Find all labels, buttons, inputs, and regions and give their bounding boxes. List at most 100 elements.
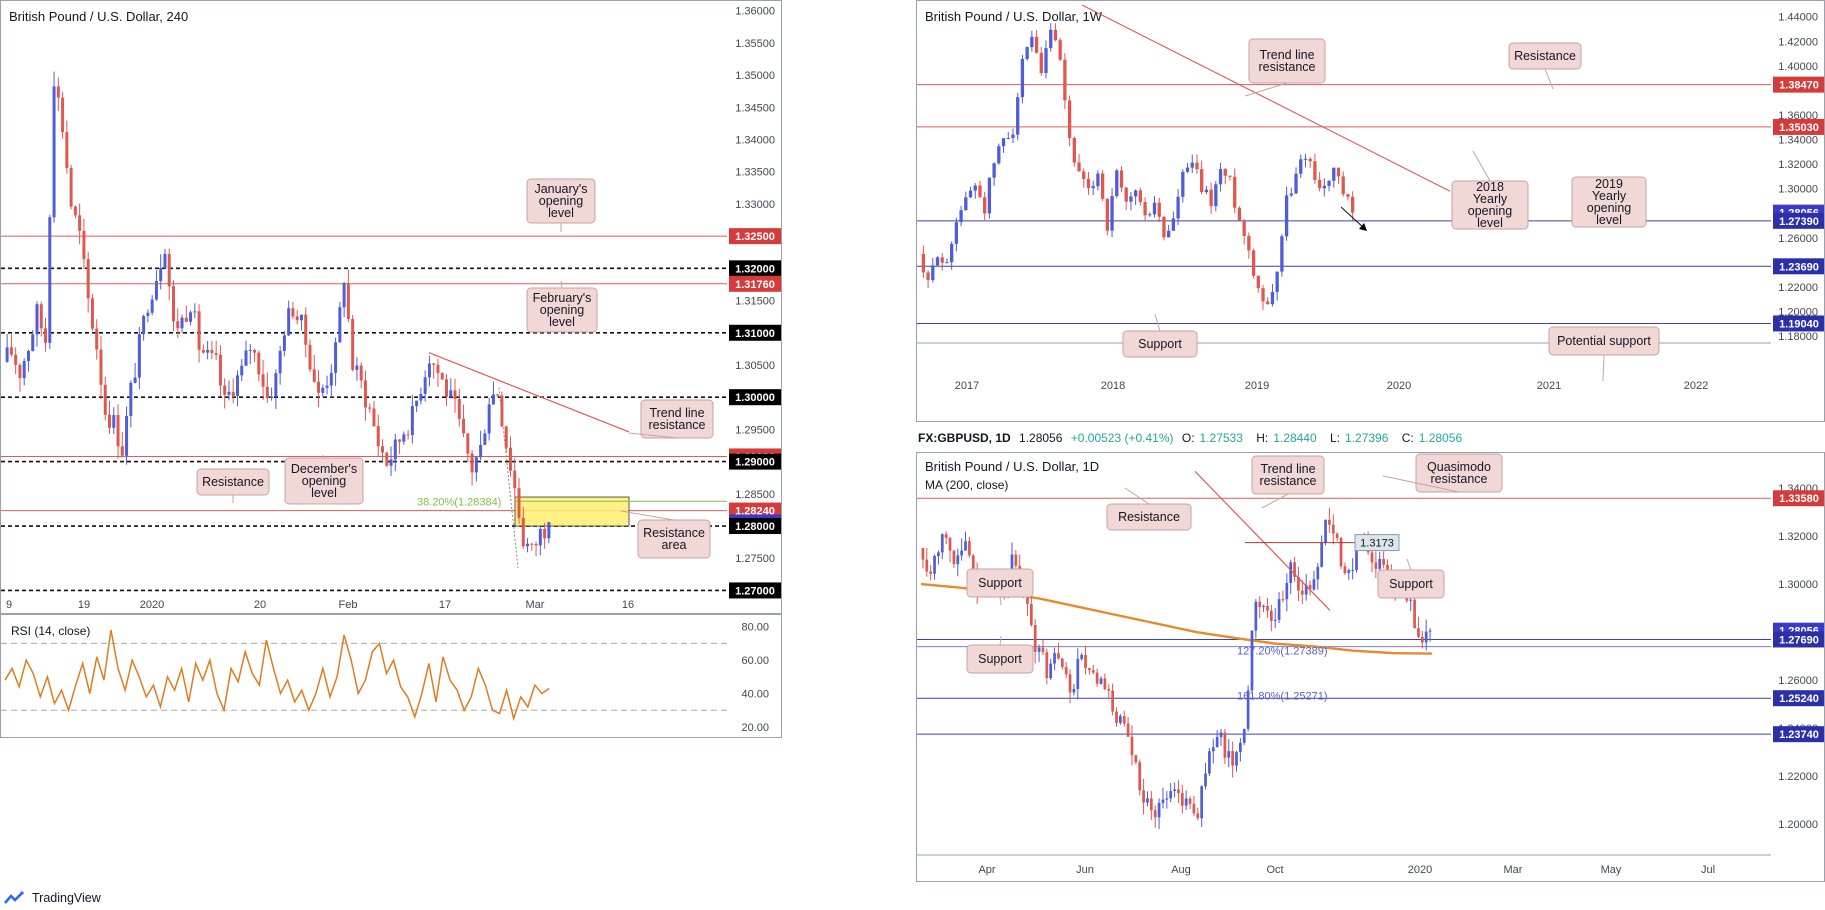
annotation-pointer: [1544, 68, 1554, 90]
candle-body: [1072, 688, 1076, 693]
candle-body: [308, 344, 312, 370]
candle-body: [321, 387, 325, 393]
rsi-panel[interactable]: RSI (14, close) 80.00 60.00 40.00 20.00: [0, 614, 782, 738]
candle-body: [359, 365, 363, 381]
candle-body: [22, 361, 26, 379]
candle-body: [964, 541, 967, 551]
candle-body: [270, 396, 274, 399]
candle-body: [508, 447, 512, 471]
candle-body: [82, 230, 86, 260]
candle-body: [1181, 171, 1185, 197]
candle-body: [543, 528, 547, 539]
y-tick-label: 1.32000: [1778, 159, 1818, 171]
price-label-bg: [1773, 726, 1824, 743]
candle-body: [1332, 167, 1336, 181]
candle-body: [1208, 751, 1211, 774]
fib-label: 161.80%(1.25271): [1237, 690, 1328, 702]
candle-body: [1153, 810, 1157, 818]
candle-body: [1317, 180, 1322, 189]
candle-body: [929, 571, 933, 574]
candle-body: [1185, 167, 1190, 172]
x-tick-label: 9: [6, 599, 12, 611]
candle-body: [926, 272, 930, 281]
candle-body: [1254, 601, 1258, 631]
candle-body: [457, 398, 461, 419]
annotation-text: Yearly: [1473, 192, 1508, 206]
candle-body: [1033, 625, 1037, 652]
candle-body: [1084, 654, 1087, 669]
candle-body: [193, 311, 197, 313]
candle-body: [163, 253, 167, 269]
annotation-text: Potential support: [1557, 334, 1651, 348]
candle-body: [1177, 789, 1180, 793]
candle-body: [1099, 678, 1103, 684]
candle-body: [1149, 798, 1153, 811]
candle-body: [65, 132, 69, 168]
candle-body: [108, 414, 112, 428]
rsi-y-tick: 20.00: [741, 722, 769, 734]
candle-body: [189, 312, 193, 322]
candle-body: [257, 352, 261, 375]
annotation-text: level: [548, 206, 574, 220]
candle-body: [363, 380, 367, 408]
candle-body: [304, 314, 308, 345]
candle-body: [346, 283, 350, 319]
candle-body: [954, 222, 959, 244]
annotation-text: opening: [539, 194, 584, 208]
candle-body: [1281, 599, 1285, 601]
x-tick-label: Feb: [339, 599, 358, 611]
x-tick-label: Aug: [1171, 864, 1191, 876]
candle-body: [1082, 171, 1086, 179]
candle-body: [521, 517, 525, 547]
candle-body: [959, 210, 963, 223]
candle-body: [116, 415, 120, 447]
chart-subtitle: MA (200, close): [925, 478, 1008, 492]
candle-body: [1346, 194, 1350, 197]
candle-body: [440, 372, 444, 380]
candle-body: [470, 453, 474, 473]
candle-body: [218, 354, 222, 386]
candle-body: [1188, 798, 1192, 804]
daily-chart-panel[interactable]: British Pound / U.S. Dollar, 1D MA (200, …: [916, 452, 1825, 882]
candle-body: [265, 386, 269, 399]
close-label: C:: [1401, 431, 1414, 445]
annotation-text: area: [661, 538, 686, 552]
y-tick-label: 1.18000: [1778, 331, 1818, 343]
annotation-text: Support: [1138, 337, 1182, 351]
candle-body: [1327, 180, 1331, 186]
candle-body: [278, 350, 282, 374]
quasimodo-price-box: [1354, 534, 1400, 552]
candle-body: [1270, 291, 1275, 305]
candle-body: [1119, 170, 1124, 188]
candle-body: [1200, 169, 1204, 193]
candle-body: [956, 555, 960, 565]
tradingview-logo-icon: [4, 891, 24, 904]
h4-chart-panel[interactable]: British Pound / U.S. Dollar, 240 1.36000 1…: [0, 0, 782, 614]
candle-body: [231, 391, 235, 396]
candle-body: [983, 197, 987, 214]
close-value: 1.28056: [1418, 431, 1463, 445]
candle-body: [171, 286, 175, 322]
price-label: 1.31000: [735, 328, 775, 340]
candle-body: [1030, 36, 1034, 48]
candle-body: [274, 373, 278, 397]
candle-body: [261, 374, 265, 387]
candle-body: [44, 328, 48, 343]
candle-body: [1328, 519, 1331, 525]
annotation-text: Trend line: [1260, 462, 1315, 476]
candle-body: [931, 265, 935, 281]
candle-body: [1063, 59, 1067, 101]
price-label: 1.23740: [1779, 729, 1819, 741]
candle-body: [1157, 803, 1161, 818]
candle-body: [14, 354, 18, 365]
candle-body: [1157, 202, 1161, 217]
candle-body: [1173, 789, 1176, 792]
candle-body: [1077, 162, 1081, 172]
candle-body: [1312, 579, 1316, 590]
candle-body: [1204, 189, 1209, 193]
candle-body: [534, 544, 538, 546]
weekly-chart-panel[interactable]: British Pound / U.S. Dollar, 1W 1.44000 1.…: [916, 0, 1825, 422]
price-label: 1.32000: [735, 263, 775, 275]
candle-body: [1378, 558, 1382, 569]
candle-body: [1261, 288, 1265, 302]
